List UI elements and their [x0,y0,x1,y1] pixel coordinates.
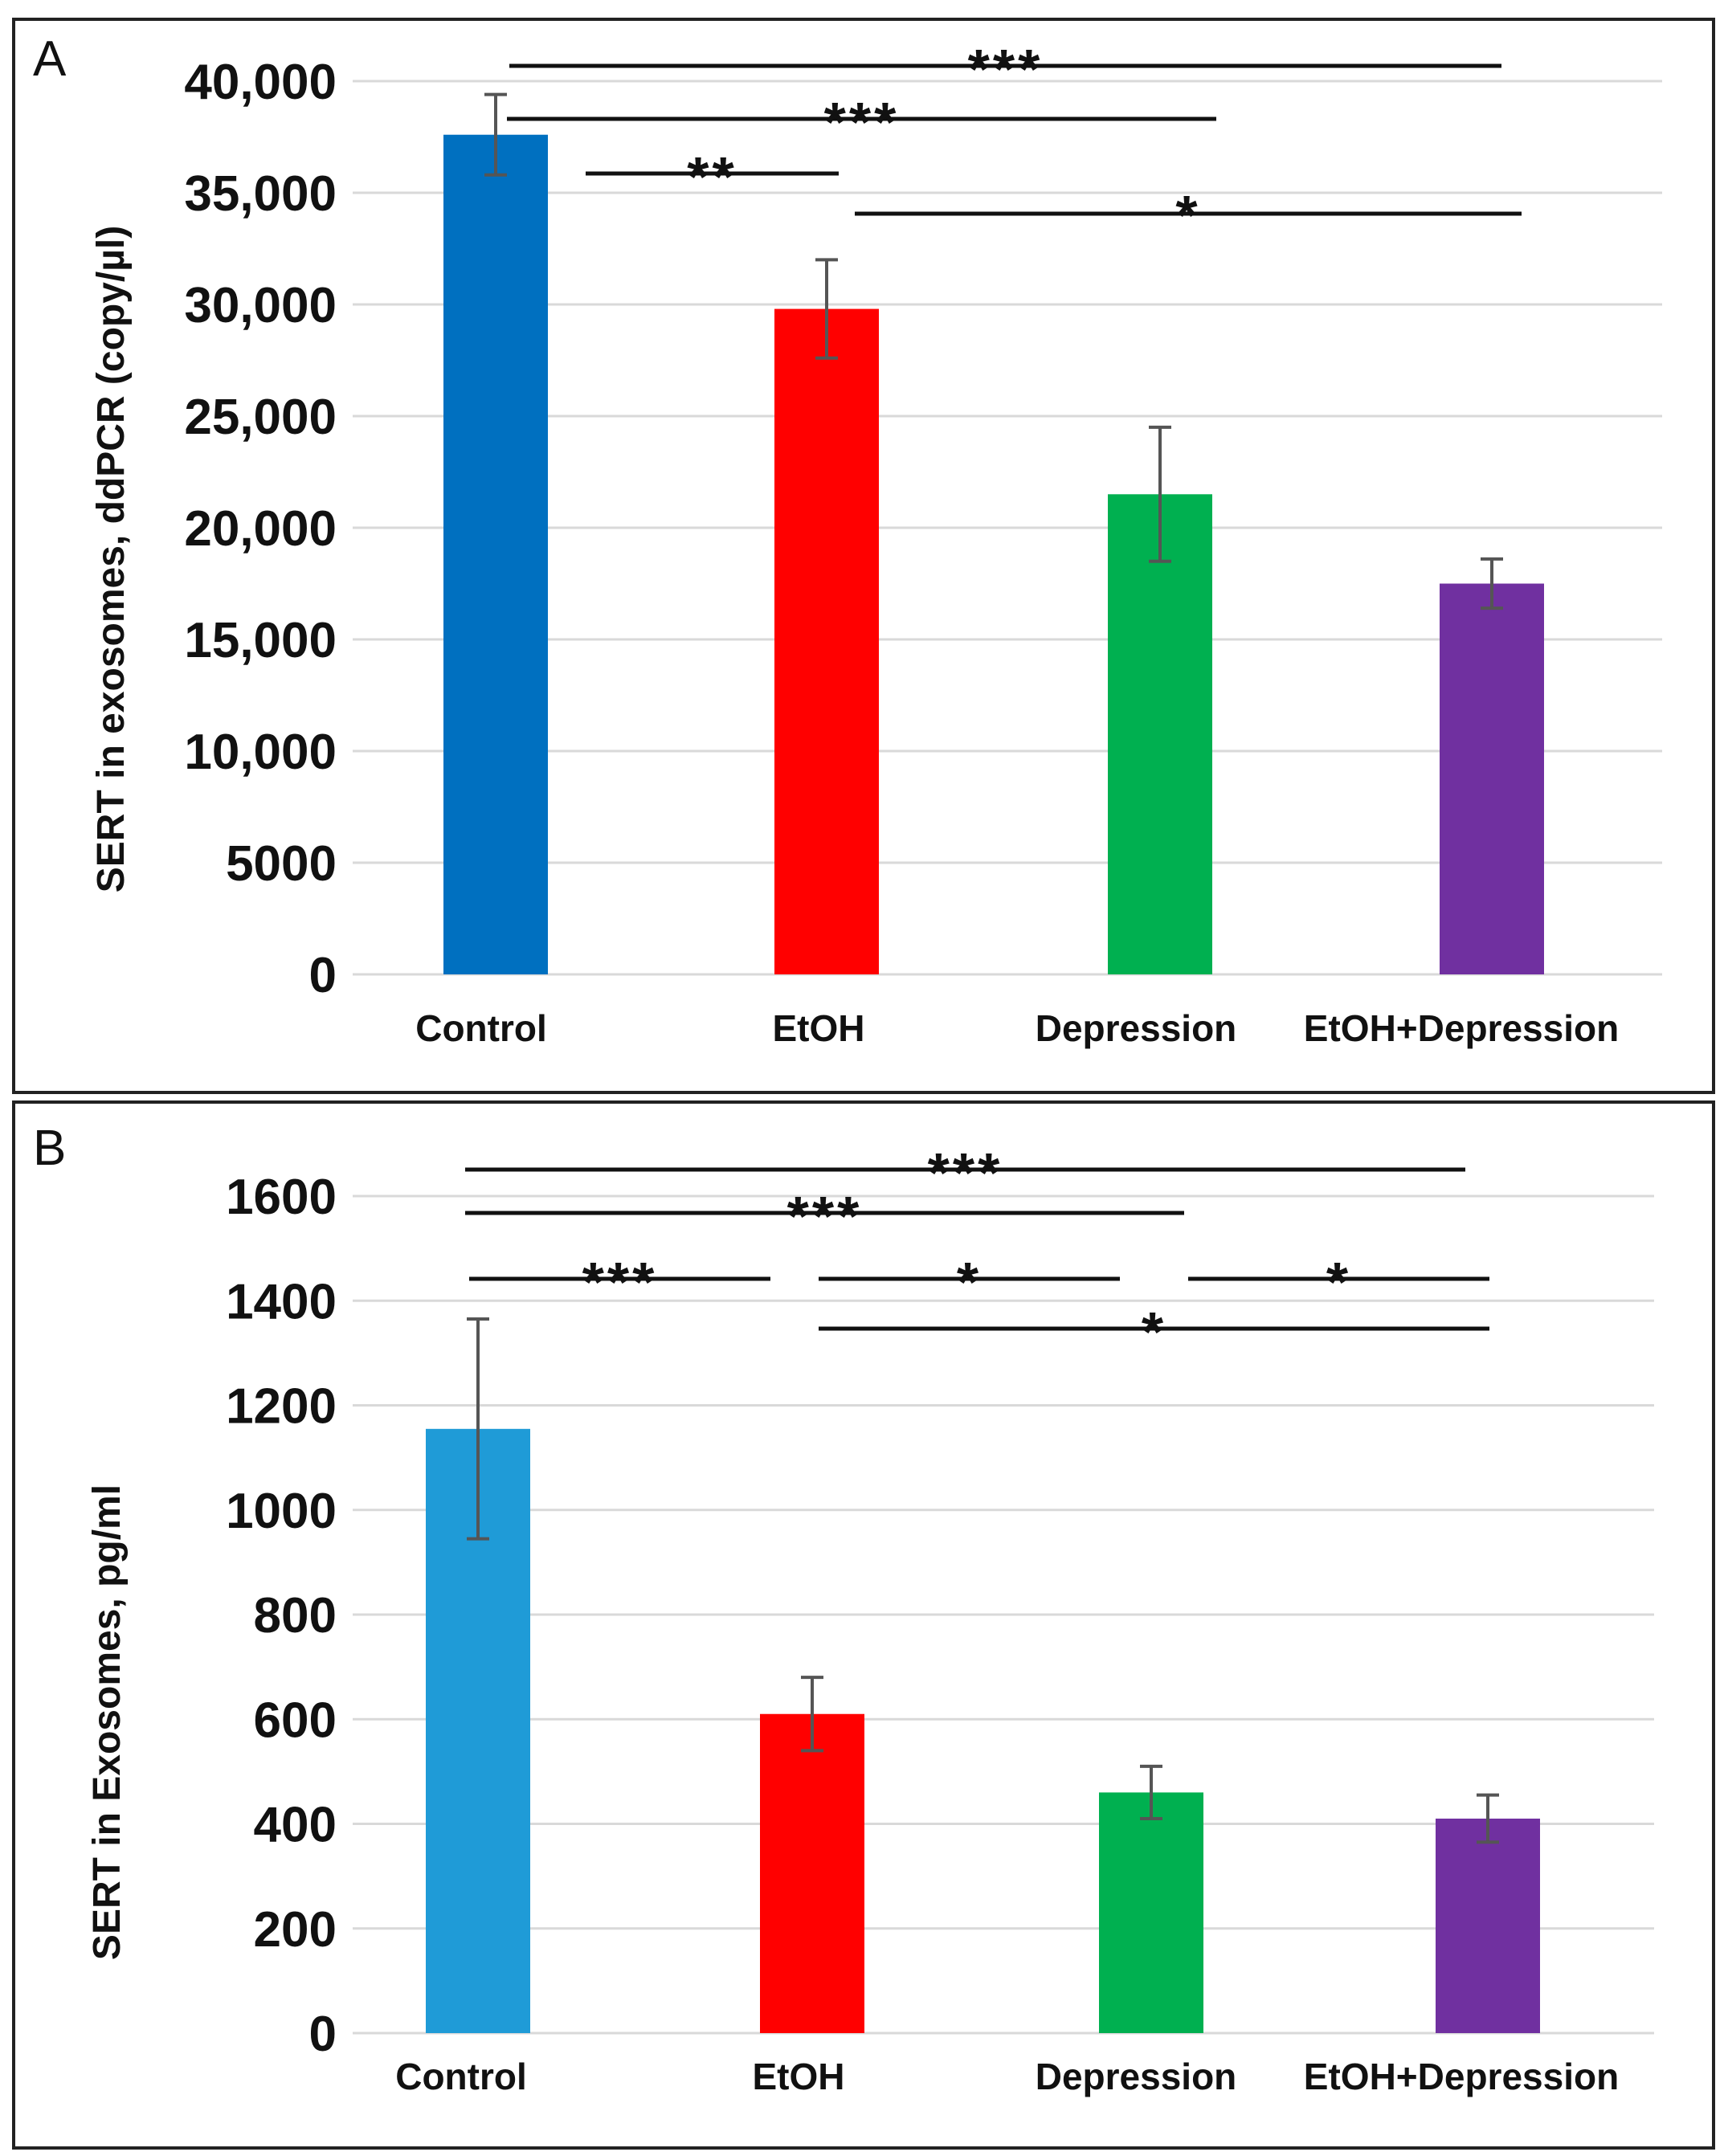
bar-etoh-depression [1440,583,1544,974]
bar-etoh-depression [1436,1818,1540,2033]
chart-a: A 0 5000 10,000 15,000 20,000 25,000 30,000 35,… [33,31,1662,1049]
significance-stars: *** [787,1185,863,1247]
x-tick-label: Depression [1036,1007,1237,1049]
y-tick-label: 30,000 [184,278,337,333]
x-tick-label: Depression [1036,2056,1237,2097]
y-axis-label: SERT in exosomes, ddPCR (copy/µl) [90,226,133,892]
y-tick-label: 15,000 [184,613,337,668]
x-tick-label: EtOH [773,1007,865,1049]
significance-stars: *** [968,38,1044,100]
y-tick-label: 20,000 [184,501,337,557]
y-tick-label: 600 [254,1693,337,1748]
significance-stars: *** [928,1141,1003,1204]
x-tick-label: EtOH [753,2056,845,2097]
y-tick-label: 35,000 [184,166,337,222]
bar-depression [1099,1792,1203,2033]
panel-label: A [33,31,67,87]
y-tick-label: 1600 [226,1170,337,1225]
significance-stars: * [1175,184,1200,247]
y-tick-label: 200 [254,1902,337,1958]
panel-a: A 0 5000 10,000 15,000 20,000 25,000 30,000 35,… [12,18,1715,1094]
y-tick-label: 10,000 [184,725,337,780]
y-tick-label: 5000 [226,836,337,892]
bar-depression [1108,494,1212,974]
y-tick-label: 1200 [226,1379,337,1435]
significance-stars: * [1326,1251,1351,1313]
significance-stars: *** [582,1251,658,1313]
significance-stars: * [957,1251,982,1313]
bar-control [443,134,548,975]
y-axis-label: SERT in Exosomes, pg/ml [86,1484,129,1960]
bar-etoh [760,1713,864,2033]
panel-b: B 0 200 400 600 800 1000 1200 1400 1600 Control E… [12,1100,1715,2150]
y-tick-label: 1400 [226,1274,337,1329]
y-tick-label: 25,000 [184,390,337,445]
y-tick-label: 800 [254,1588,337,1644]
x-tick-label: EtOH+Depression [1304,2056,1619,2097]
x-tick-label: Control [415,1007,547,1049]
significance-stars: ** [687,145,737,208]
y-tick-label: 0 [309,2007,337,2062]
y-tick-label: 400 [254,1798,337,1853]
y-tick-label: 0 [309,948,337,1003]
significance-stars: *** [824,91,900,153]
x-tick-label: Control [395,2056,527,2097]
chart-b: B 0 200 400 600 800 1000 1200 1400 1600 Control E… [33,1121,1654,2097]
bar-etoh [774,308,879,974]
y-tick-label: 40,000 [184,55,337,110]
x-tick-label: EtOH+Depression [1304,1007,1619,1049]
y-tick-label: 1000 [226,1484,337,1539]
panel-label: B [33,1121,66,1176]
significance-stars: * [1142,1301,1166,1363]
